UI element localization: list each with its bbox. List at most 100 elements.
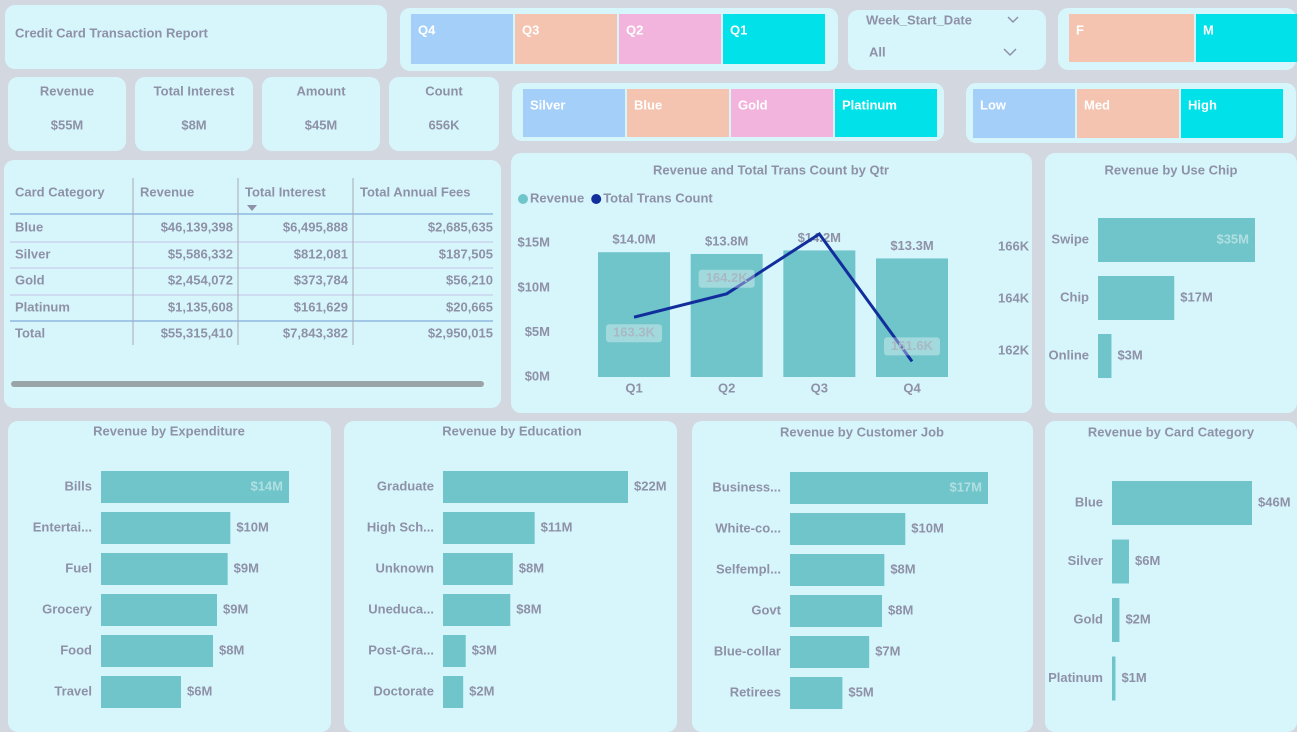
kpi-card — [8, 77, 126, 151]
report-title: Credit Card Transaction Report — [15, 25, 209, 40]
data-label: $6M — [187, 683, 212, 698]
slicer-label: Silver — [530, 97, 565, 112]
dropdown[interactable] — [860, 38, 1036, 66]
slicer-button[interactable] — [731, 89, 833, 137]
table-cell: $46,139,398 — [161, 219, 233, 234]
table-cell: $56,210 — [446, 272, 493, 287]
slicer-label: Low — [980, 97, 1007, 112]
column-header: Revenue — [140, 184, 194, 199]
table-cell: $812,081 — [294, 246, 348, 261]
y-tick-label: $10M — [517, 279, 550, 294]
table-cell: $187,505 — [439, 246, 493, 261]
slicer-label: Q2 — [626, 22, 643, 37]
slicer-button[interactable] — [1077, 89, 1179, 138]
data-label: $46M — [1258, 494, 1291, 509]
y2-tick-label: 164K — [998, 290, 1030, 305]
category-label: Uneduca... — [368, 601, 434, 616]
slicer-button[interactable] — [835, 89, 937, 137]
data-label: $17M — [1180, 289, 1213, 304]
slicer-button[interactable] — [973, 89, 1075, 138]
data-label: $2M — [1125, 611, 1150, 626]
table-panel — [4, 160, 501, 408]
kpi-card — [262, 77, 380, 151]
x-tick-label: Q2 — [718, 380, 735, 395]
x-tick-label: Q4 — [903, 380, 921, 395]
scrollbar[interactable] — [11, 381, 484, 387]
slicer-button[interactable] — [627, 89, 729, 137]
chart-title: Revenue by Education — [442, 423, 581, 438]
slicer-button[interactable] — [619, 14, 721, 64]
chart-title: Revenue by Use Chip — [1105, 162, 1238, 177]
data-label: 163.3K — [613, 325, 656, 340]
slicer-button[interactable] — [1069, 14, 1194, 62]
category-label: Grocery — [42, 601, 93, 616]
data-label: $13.8M — [705, 233, 748, 248]
chart-title: Revenue and Total Trans Count by Qtr — [653, 162, 889, 177]
slicer-title: Week_Start_Date — [866, 12, 972, 27]
category-label: Govt — [751, 602, 781, 617]
category-label: Gold — [1073, 611, 1103, 626]
data-label: $9M — [223, 601, 248, 616]
category-label: Platinum — [1048, 670, 1103, 685]
bar — [443, 471, 628, 503]
column-header: Card Category — [15, 184, 105, 199]
table-cell: Blue — [15, 219, 43, 234]
dropdown-value: All — [869, 44, 886, 59]
slicer-button[interactable] — [411, 14, 513, 64]
slicer-button[interactable] — [515, 14, 617, 64]
chart-title: Revenue by Customer Job — [780, 424, 944, 439]
data-label: $11M — [541, 519, 573, 534]
y2-tick-label: 162K — [998, 342, 1030, 357]
bar — [790, 472, 988, 504]
bar — [443, 553, 513, 585]
kpi-value: $8M — [181, 117, 206, 132]
data-label: $8M — [890, 561, 915, 576]
y-tick-label: $5M — [525, 324, 550, 339]
data-label: 164.2K — [706, 270, 749, 285]
bar — [1112, 656, 1116, 701]
y-tick-label: $0M — [525, 368, 550, 383]
kpi-card — [389, 77, 499, 151]
bar — [101, 594, 217, 626]
data-label: $1M — [1121, 670, 1146, 685]
category-label: Travel — [54, 683, 92, 698]
kpi-value: $45M — [305, 117, 338, 132]
data-label: $7M — [875, 643, 900, 658]
category-label: Blue — [1075, 494, 1103, 509]
table-cell: $6,495,888 — [283, 219, 348, 234]
category-label: Unknown — [376, 560, 435, 575]
table-cell: $2,454,072 — [168, 272, 233, 287]
category-label: Retirees — [730, 684, 781, 699]
bar — [1098, 218, 1255, 262]
bar — [101, 635, 213, 667]
data-label: $22M — [634, 478, 667, 493]
table-cell: $7,843,382 — [283, 325, 348, 340]
category-label: Doctorate — [373, 683, 434, 698]
bar — [443, 635, 466, 667]
slicer-label: M — [1203, 22, 1214, 37]
slicer-label: Med — [1084, 97, 1110, 112]
kpi-card — [135, 77, 253, 151]
slicer-button[interactable] — [523, 89, 625, 137]
bar — [101, 471, 289, 503]
kpi-label: Amount — [296, 83, 346, 98]
chart-title: Revenue by Expenditure — [93, 423, 245, 438]
category-label: Online — [1049, 347, 1089, 362]
week-slicer — [848, 10, 1046, 70]
data-label: $17M — [949, 479, 982, 494]
table-cell: $20,665 — [446, 299, 493, 314]
category-label: Post-Gra... — [368, 642, 434, 657]
x-tick-label: Q1 — [625, 380, 642, 395]
category-label: Graduate — [377, 478, 434, 493]
slicer-label: F — [1076, 22, 1084, 37]
slicer-button[interactable] — [1181, 89, 1283, 138]
bar — [790, 554, 885, 586]
column-header: Total Annual Fees — [360, 184, 471, 199]
legend-marker — [518, 194, 528, 204]
slicer-button[interactable] — [1196, 14, 1297, 62]
slicer-button[interactable] — [723, 14, 825, 64]
bar — [101, 676, 181, 708]
data-label-box — [698, 269, 755, 288]
column-header: Total Interest — [245, 184, 326, 199]
data-label: $8M — [516, 601, 541, 616]
